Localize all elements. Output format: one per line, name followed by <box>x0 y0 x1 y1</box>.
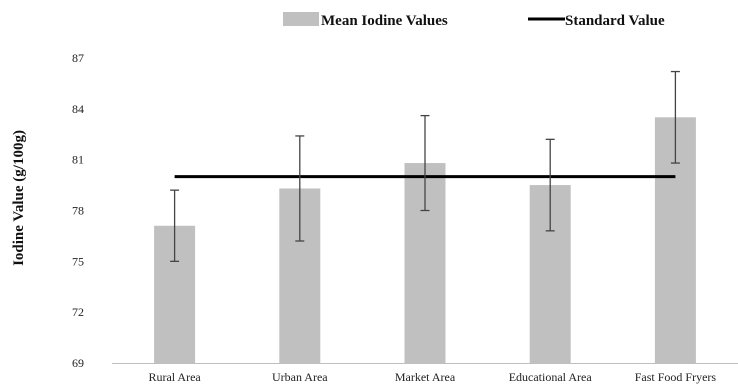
x-tick-label: Market Area <box>395 370 456 384</box>
y-tick-label: 78 <box>72 204 84 218</box>
x-tick-label: Educational Area <box>509 370 593 384</box>
legend-label-mean-iodine: Mean Iodine Values <box>321 13 448 29</box>
x-tick-label: Urban Area <box>272 370 328 384</box>
y-tick-label: 84 <box>72 102 84 116</box>
legend: Mean Iodine Values Standard Value <box>283 12 665 29</box>
y-tick-label: 75 <box>72 254 84 268</box>
y-tick-label: 81 <box>72 153 84 167</box>
x-tick-label: Rural Area <box>148 370 201 384</box>
y-tick-label: 72 <box>72 305 84 319</box>
y-axis-title: Iodine Value (g/100g) <box>11 130 27 266</box>
plot-area: 69 72 75 78 81 84 87 Rural Area Urban Area Market… <box>72 51 738 384</box>
y-tick-label: 87 <box>72 51 84 65</box>
y-tick-label: 69 <box>72 356 84 370</box>
legend-swatch-mean-iodine <box>283 12 319 26</box>
x-tick-label: Fast Food Fryers <box>635 370 717 384</box>
legend-label-standard-value: Standard Value <box>565 13 665 29</box>
